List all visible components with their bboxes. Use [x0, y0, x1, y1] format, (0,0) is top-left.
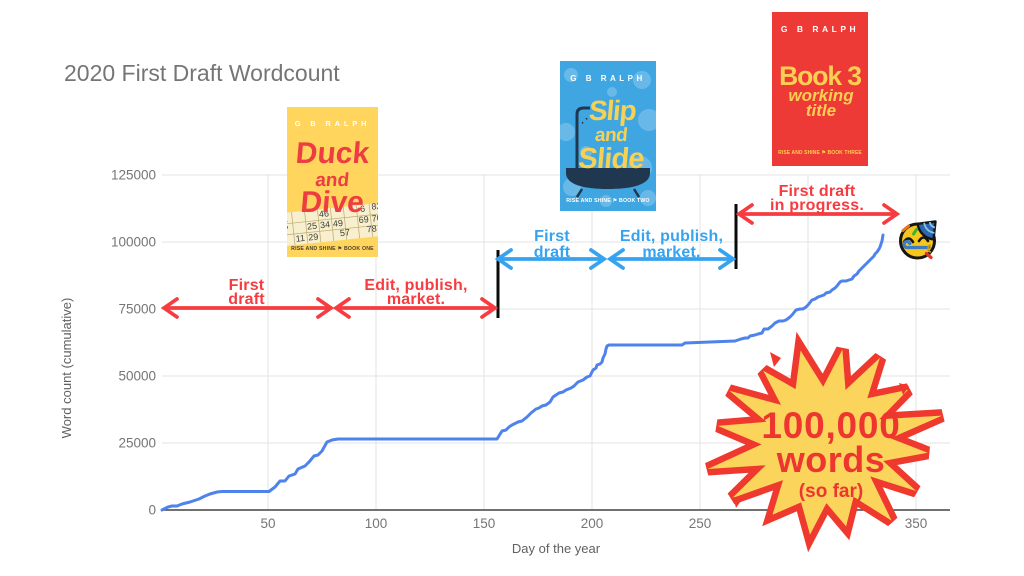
svg-text:Duck: Duck: [294, 137, 371, 170]
svg-text:Day of the year: Day of the year: [512, 541, 601, 556]
svg-text:125000: 125000: [111, 168, 156, 183]
svg-text:RISE AND SHINE ⚑ BOOK TWO: RISE AND SHINE ⚑ BOOK TWO: [566, 198, 650, 204]
svg-text:70: 70: [371, 213, 382, 224]
svg-text:25000: 25000: [118, 436, 156, 451]
svg-text:in progress.: in progress.: [770, 197, 864, 214]
svg-text:G B RALPH: G B RALPH: [295, 119, 370, 128]
svg-text:50: 50: [260, 516, 275, 531]
svg-text:G B RALPH: G B RALPH: [781, 24, 859, 34]
svg-text:0: 0: [148, 503, 156, 518]
svg-text:RISE AND SHINE ⚑ BOOK THREE: RISE AND SHINE ⚑ BOOK THREE: [778, 150, 862, 156]
svg-text:market.: market.: [387, 291, 445, 308]
svg-text:29: 29: [308, 232, 319, 243]
svg-text:and: and: [594, 125, 628, 146]
svg-text:Dive: Dive: [299, 186, 365, 219]
svg-text:250: 250: [689, 516, 712, 531]
svg-text:1: 1: [282, 214, 288, 224]
svg-text:working: working: [788, 86, 854, 105]
svg-text:First draft: First draft: [779, 183, 856, 200]
svg-text:50000: 50000: [118, 369, 156, 384]
svg-text:words: words: [776, 439, 886, 480]
svg-text:Edit, publish,: Edit, publish,: [364, 277, 467, 294]
svg-text:draft: draft: [228, 291, 265, 308]
svg-text:(so far): (so far): [799, 481, 863, 502]
svg-text:Slide: Slide: [577, 143, 646, 175]
svg-text:Book 3: Book 3: [779, 61, 861, 91]
svg-text:and: and: [314, 170, 350, 191]
svg-text:11: 11: [295, 233, 305, 244]
svg-text:RISE AND SHINE ⚑ BOOK ONE: RISE AND SHINE ⚑ BOOK ONE: [291, 246, 374, 252]
svg-text:82: 82: [371, 201, 382, 212]
svg-text:100: 100: [365, 516, 388, 531]
svg-text:100,000: 100,000: [761, 405, 900, 446]
svg-text:Slip: Slip: [588, 95, 637, 126]
svg-text:100000: 100000: [111, 235, 156, 250]
svg-text:69: 69: [358, 214, 369, 225]
svg-text:25: 25: [307, 221, 318, 232]
svg-text:6: 6: [360, 203, 366, 213]
svg-text:title: title: [806, 101, 836, 120]
svg-text:49: 49: [332, 218, 343, 229]
svg-text:75000: 75000: [118, 302, 156, 317]
svg-text:46: 46: [318, 208, 329, 219]
svg-text:200: 200: [581, 516, 604, 531]
svg-text:Word count (cumulative): Word count (cumulative): [59, 298, 74, 439]
svg-text:34: 34: [320, 219, 331, 230]
svg-text:7: 7: [283, 225, 289, 235]
svg-text:draft: draft: [534, 244, 571, 261]
svg-text:350: 350: [905, 516, 928, 531]
svg-text:2020 First Draft Wordcount: 2020 First Draft Wordcount: [64, 60, 340, 86]
svg-text:78: 78: [366, 223, 377, 234]
svg-text:market.: market.: [642, 244, 700, 261]
svg-text:150: 150: [473, 516, 496, 531]
svg-text:57: 57: [339, 227, 350, 238]
svg-text:First: First: [534, 228, 570, 245]
svg-text:First: First: [229, 277, 265, 294]
svg-text:Edit, publish,: Edit, publish,: [620, 228, 723, 245]
svg-text:G B RALPH: G B RALPH: [570, 74, 646, 83]
